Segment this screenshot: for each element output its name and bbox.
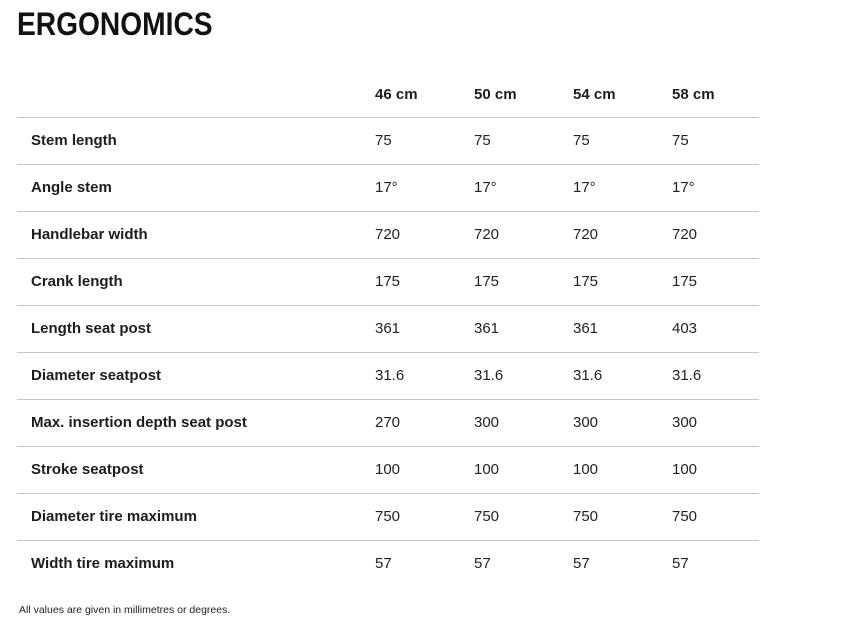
cell-value: 300	[672, 414, 698, 431]
table-row: Max. insertion depth seat post 270 300 300 3…	[17, 399, 759, 446]
cell-value: 361	[375, 320, 401, 337]
table-row: Crank length 175 175 175 175	[17, 258, 759, 305]
column-header: 50 cm	[474, 85, 517, 103]
cell-value: 403	[672, 320, 698, 337]
cell-value: 17°	[573, 179, 596, 196]
ergonomics-table: 46 cm 50 cm 54 cm 58 cm Stem length 75 75 75 75…	[17, 72, 759, 587]
header-spacer-cell	[17, 72, 375, 117]
cell-value: 175	[573, 273, 599, 290]
footnote: All values are given in millimetres or d…	[19, 604, 231, 616]
cell-value: 175	[672, 273, 698, 290]
cell-value: 175	[474, 273, 500, 290]
cell-value: 17°	[672, 179, 695, 196]
cell-value: 720	[375, 226, 401, 243]
table-row: Angle stem 17° 17° 17° 17°	[17, 164, 759, 211]
cell-value: 270	[375, 414, 401, 431]
cell-value: 720	[474, 226, 500, 243]
row-label: Stroke seatpost	[31, 461, 144, 478]
table-row: Stem length 75 75 75 75	[17, 117, 759, 164]
row-label: Handlebar width	[31, 226, 148, 243]
table-row: Handlebar width 720 720 720 720	[17, 211, 759, 258]
cell-value: 175	[375, 273, 401, 290]
table-row: Diameter tire maximum 750 750 750 750	[17, 493, 759, 540]
cell-value: 17°	[474, 179, 497, 196]
row-label: Diameter seatpost	[31, 367, 162, 384]
cell-value: 17°	[375, 179, 398, 196]
cell-value: 750	[474, 508, 500, 525]
column-header: 54 cm	[573, 85, 616, 103]
cell-value: 75	[573, 132, 590, 149]
table-header-row: 46 cm 50 cm 54 cm 58 cm	[17, 72, 759, 117]
column-header: 46 cm	[375, 85, 418, 103]
cell-value: 720	[672, 226, 698, 243]
cell-value: 720	[573, 226, 599, 243]
cell-value: 100	[474, 461, 500, 478]
cell-value: 750	[375, 508, 401, 525]
cell-value: 31.6	[375, 367, 405, 384]
column-header: 58 cm	[672, 85, 715, 103]
row-label: Width tire maximum	[31, 555, 175, 573]
cell-value: 100	[573, 461, 599, 478]
table-row: Width tire maximum 57 57 57 57	[17, 540, 759, 587]
cell-value: 75	[375, 132, 392, 149]
cell-value: 100	[672, 461, 698, 478]
row-label: Max. insertion depth seat post	[31, 414, 247, 431]
cell-value: 75	[672, 132, 689, 149]
row-label: Stem length	[31, 132, 117, 149]
cell-value: 361	[573, 320, 599, 337]
table-row: Stroke seatpost 100 100 100 100	[17, 446, 759, 493]
cell-value: 31.6	[474, 367, 504, 384]
cell-value: 31.6	[672, 367, 702, 384]
cell-value: 750	[672, 508, 698, 525]
cell-value: 57	[573, 555, 590, 573]
row-label: Diameter tire maximum	[31, 508, 197, 525]
section-title: ERGONOMICS	[17, 6, 213, 42]
cell-value: 300	[573, 414, 599, 431]
cell-value: 750	[573, 508, 599, 525]
table-row: Length seat post 361 361 361 403	[17, 305, 759, 352]
cell-value: 100	[375, 461, 401, 478]
cell-value: 57	[672, 555, 689, 573]
cell-value: 31.6	[573, 367, 603, 384]
cell-value: 57	[474, 555, 491, 573]
row-label: Crank length	[31, 273, 123, 290]
cell-value: 361	[474, 320, 500, 337]
row-label: Length seat post	[31, 320, 152, 337]
row-label: Angle stem	[31, 179, 112, 196]
cell-value: 75	[474, 132, 491, 149]
table-body: Stem length 75 75 75 75 Angle stem 17° 17° 17° 17…	[17, 117, 759, 587]
table-row: Diameter seatpost 31.6 31.6 31.6 31.6	[17, 352, 759, 399]
cell-value: 57	[375, 555, 392, 573]
cell-value: 300	[474, 414, 500, 431]
